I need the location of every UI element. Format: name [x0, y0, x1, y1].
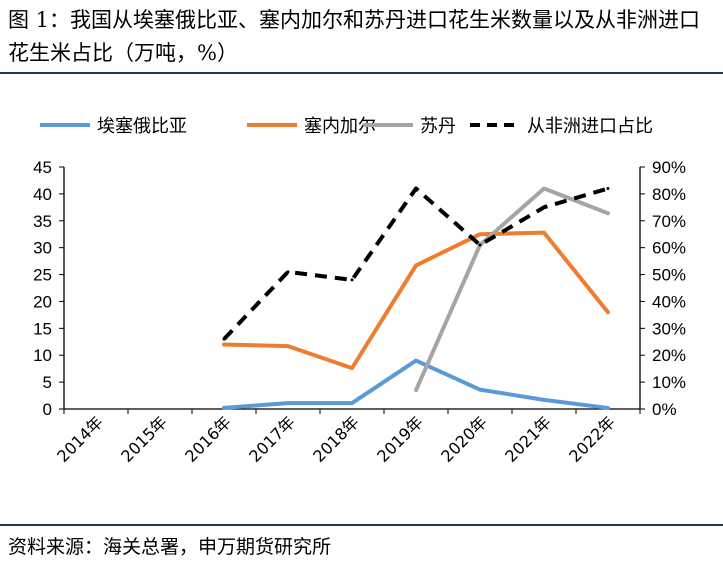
left-tick-label: 35 — [33, 212, 52, 231]
data-point — [478, 232, 482, 236]
left-tick-label: 10 — [33, 346, 52, 365]
data-point — [606, 211, 610, 215]
series-line-埃塞俄比亚 — [222, 358, 610, 410]
data-point — [222, 342, 226, 346]
legend-label: 苏丹 — [420, 116, 456, 137]
left-tick-label: 45 — [33, 158, 52, 177]
data-point — [542, 187, 546, 191]
data-point — [542, 398, 546, 402]
data-point — [478, 243, 482, 247]
data-point — [414, 263, 418, 267]
data-point — [286, 344, 290, 348]
left-tick-label: 15 — [33, 319, 52, 338]
left-tick-label: 20 — [33, 292, 52, 311]
x-tick-label: 2021年 — [501, 412, 555, 466]
series-line-塞内加尔 — [222, 230, 610, 371]
left-tick-label: 40 — [33, 185, 52, 204]
x-tick-label: 2014年 — [53, 412, 107, 466]
data-point — [606, 310, 610, 314]
right-tick-label: 60% — [652, 239, 686, 258]
right-tick-label: 20% — [652, 346, 686, 365]
right-tick-label: 40% — [652, 292, 686, 311]
data-point — [350, 401, 354, 405]
right-tick-label: 90% — [652, 158, 686, 177]
x-tick-label: 2019年 — [373, 412, 427, 466]
data-point — [414, 388, 418, 392]
left-tick-label: 0 — [43, 400, 52, 419]
right-tick-label: 0% — [652, 400, 677, 419]
right-tick-label: 30% — [652, 319, 686, 338]
data-point — [414, 359, 418, 363]
title-rule — [0, 72, 723, 74]
x-tick-label: 2017年 — [245, 412, 299, 466]
source-note: 资料来源：海关总署，申万期货研究所 — [8, 536, 332, 558]
data-point — [350, 278, 354, 282]
data-point — [222, 337, 226, 341]
legend-label: 塞内加尔 — [304, 116, 376, 137]
data-point — [478, 388, 482, 392]
source-rule — [0, 524, 723, 526]
data-point — [606, 406, 610, 410]
right-tick-label: 50% — [652, 266, 686, 285]
data-point — [542, 205, 546, 209]
x-tick-label: 2022年 — [565, 412, 619, 466]
data-point — [286, 401, 290, 405]
x-tick-label: 2018年 — [309, 412, 363, 466]
right-tick-label: 10% — [652, 373, 686, 392]
data-point — [542, 231, 546, 235]
figure-title: 图 1：我国从埃塞俄比亚、塞内加尔和苏丹进口花生米数量以及从非洲进口花生米占比（… — [8, 8, 701, 65]
x-tick-label: 2016年 — [181, 412, 235, 466]
chart: 0 5 10 15 20 25 30 35 40 45 0% 10% 20% 30% 40% 50% 60% 70… — [33, 116, 686, 466]
data-point — [286, 270, 290, 274]
data-point — [222, 406, 226, 410]
left-tick-label: 25 — [33, 266, 52, 285]
right-tick-label: 70% — [652, 212, 686, 231]
series-line-苏丹 — [414, 186, 610, 393]
left-tick-label: 5 — [43, 373, 52, 392]
legend-label: 埃塞俄比亚 — [97, 116, 187, 137]
right-tick-label: 80% — [652, 185, 686, 204]
left-tick-label: 30 — [33, 239, 52, 258]
x-tick-label: 2015年 — [117, 412, 171, 466]
data-point — [414, 187, 418, 191]
data-point — [350, 366, 354, 370]
x-tick-label: 2020年 — [437, 412, 491, 466]
data-point — [606, 187, 610, 191]
legend-label: 从非洲进口占比 — [527, 116, 653, 137]
